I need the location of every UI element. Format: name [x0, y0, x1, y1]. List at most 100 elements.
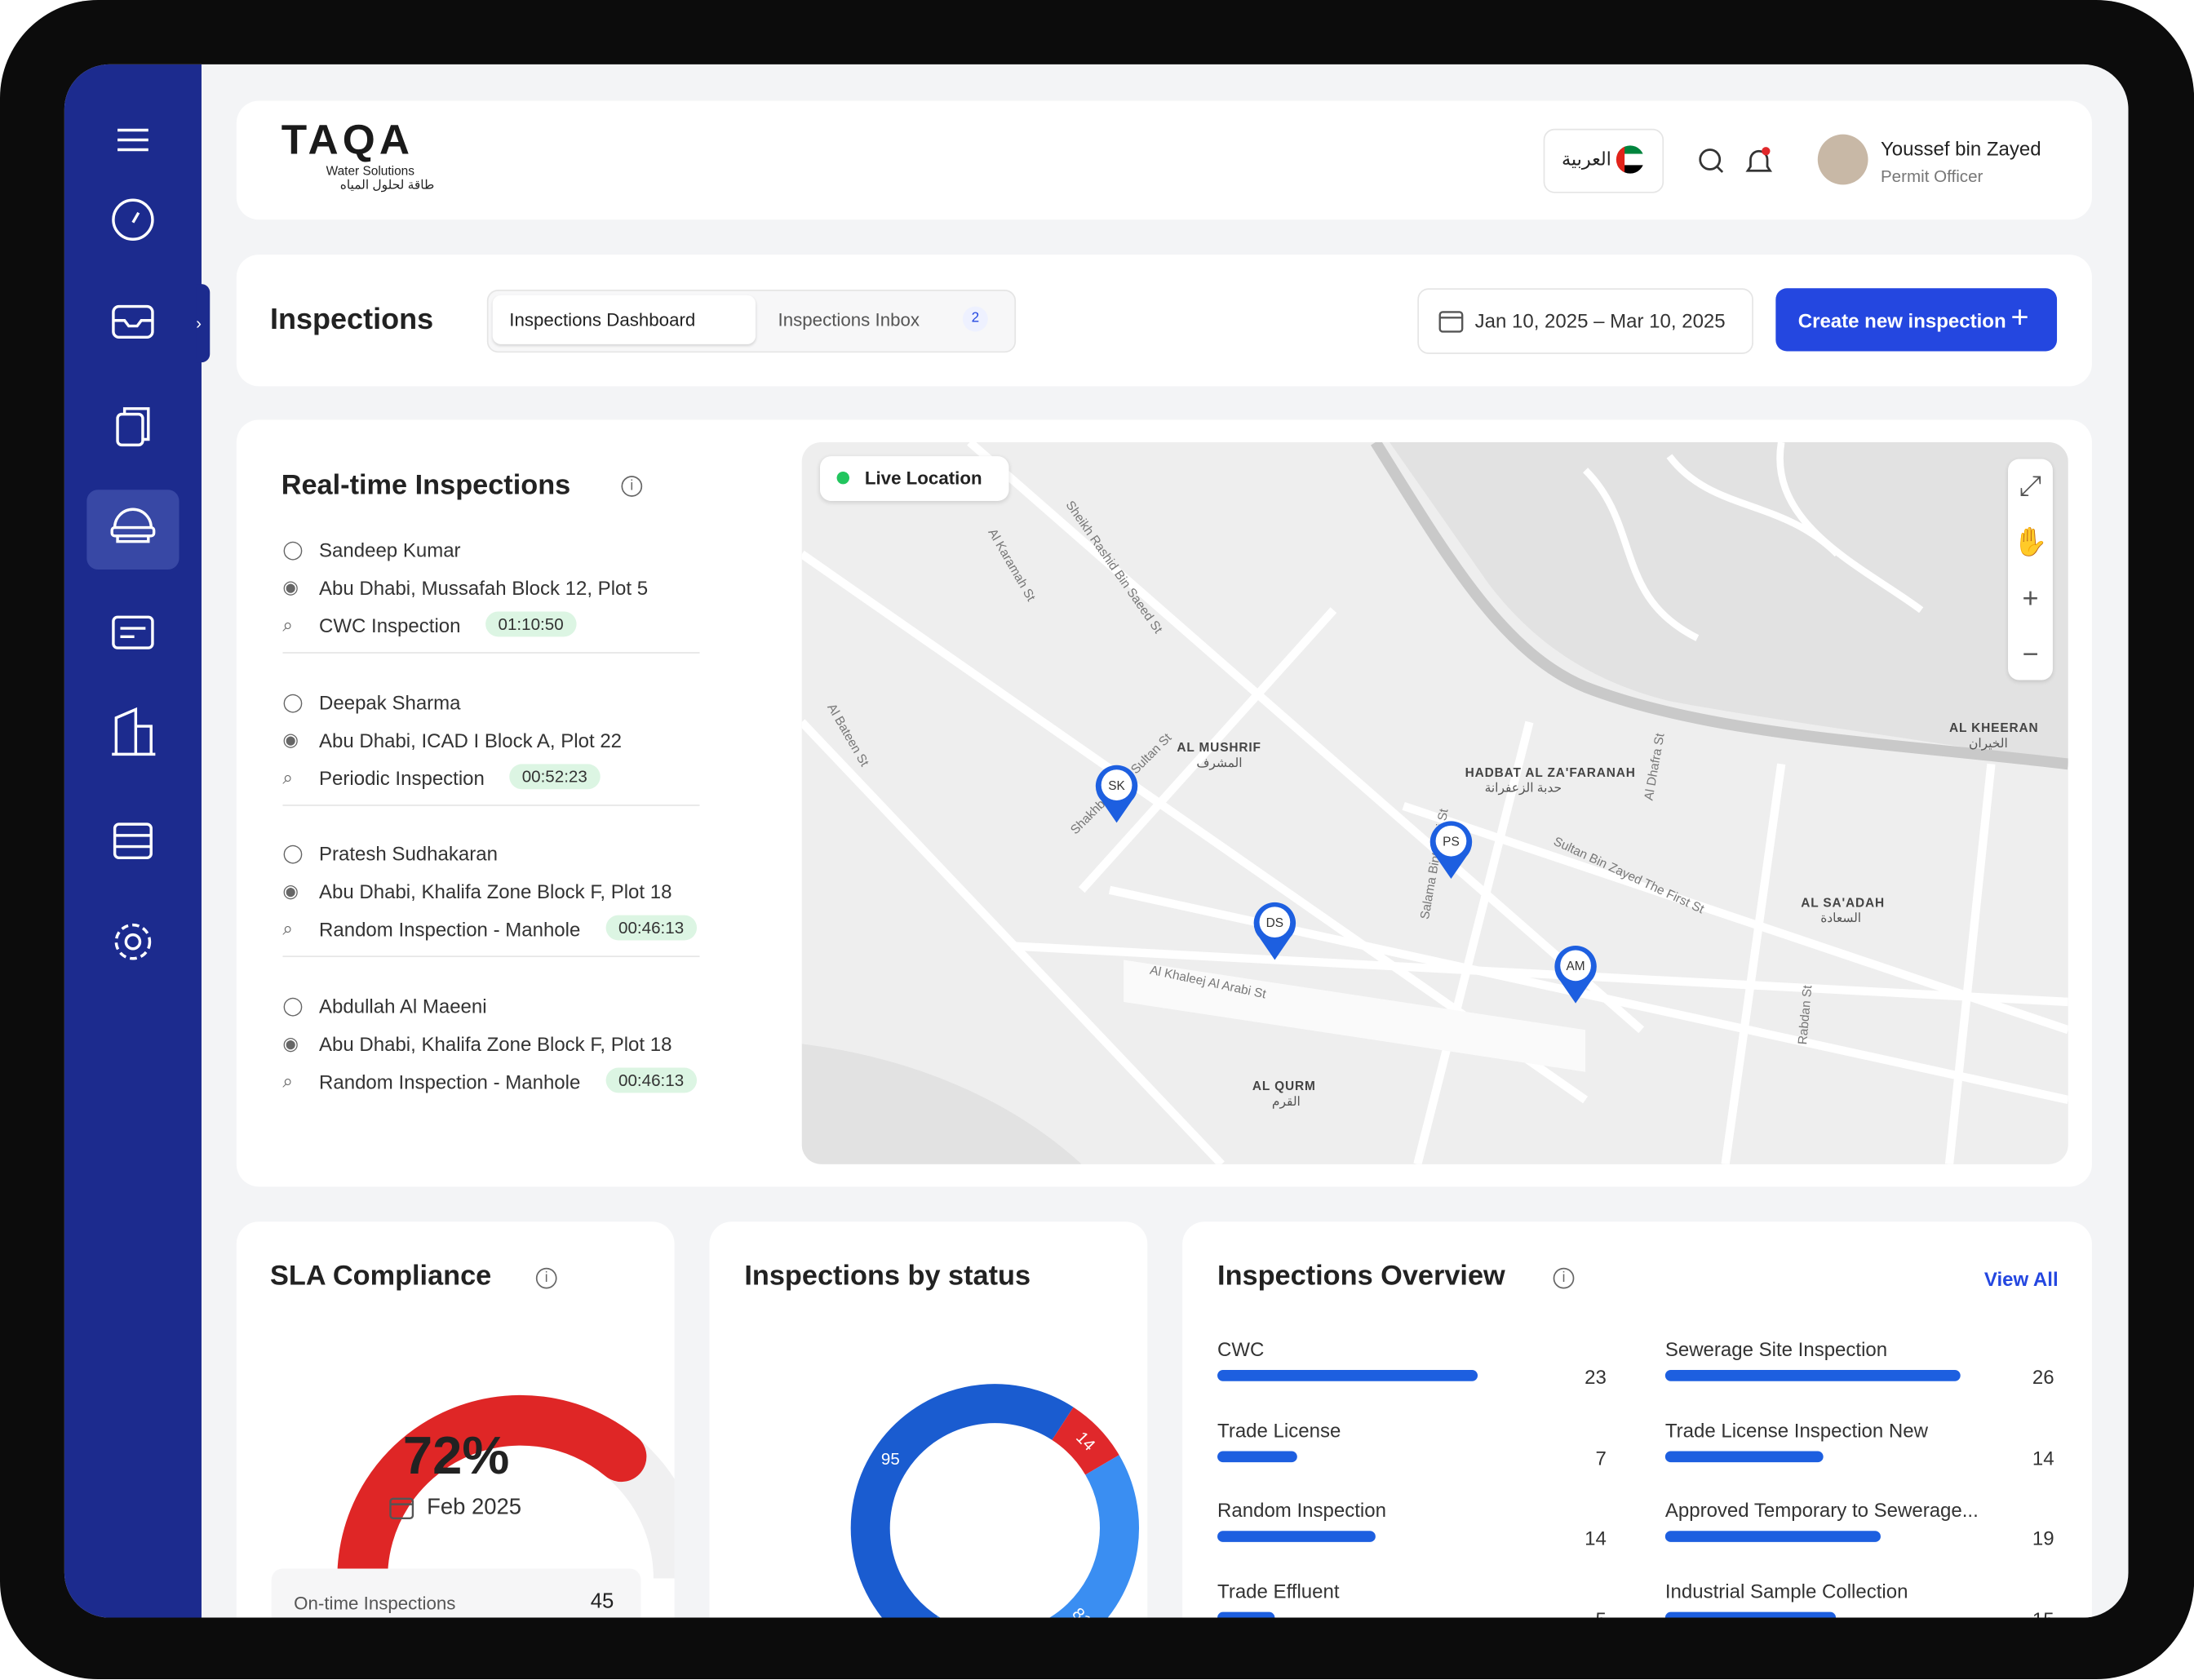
- pin-inner: [1101, 769, 1132, 800]
- logo: TAQA: [281, 117, 414, 164]
- donut-label: 95: [881, 1450, 900, 1469]
- page-title: Inspections: [269, 304, 434, 336]
- logo-subtitle: Water Solutions: [326, 163, 414, 178]
- district-label: AL KHEERAN: [1948, 720, 2039, 735]
- tab-label[interactable]: Inspections Inbox: [778, 309, 920, 330]
- divider: [282, 652, 700, 654]
- menu-icon[interactable]: [117, 128, 148, 152]
- pan-button[interactable]: ✋: [2013, 527, 2048, 559]
- sidebar-active: [86, 490, 180, 570]
- timer-badge: 00:52:23: [509, 763, 601, 789]
- user-role: Permit Officer: [1880, 166, 1983, 187]
- zoom-out-button[interactable]: −: [2022, 639, 2039, 671]
- map-controls: ⤢ ✋ + −: [2008, 459, 2053, 680]
- waterfront: [1124, 960, 1586, 1072]
- overview-value: 7: [1595, 1446, 1607, 1469]
- location: Abu Dhabi, ICAD I Block A, Plot 22: [319, 728, 623, 751]
- tab-badge: 2: [962, 306, 988, 332]
- roads: [801, 441, 2068, 1164]
- location: Abu Dhabi, Khalifa Zone Block F, Plot 18: [319, 880, 672, 903]
- screen: › TAQA Water Solutions طاقة لحلول المياه…: [64, 64, 2129, 1618]
- overview-bar: [1664, 1531, 1881, 1542]
- inspector-icon: ◯: [282, 842, 304, 864]
- plus-icon: +: [2010, 299, 2029, 335]
- header-icons[interactable]: [1695, 144, 1779, 178]
- district-label: HADBAT AL ZA'FARANAH: [1465, 765, 1636, 780]
- overview-value: 19: [2032, 1527, 2054, 1549]
- buildings-icon[interactable]: [112, 707, 156, 756]
- inspector-pin[interactable]: DS: [1251, 898, 1298, 963]
- sla-title: SLA Compliance: [269, 1261, 492, 1292]
- view-all-link[interactable]: View All: [1983, 1267, 2059, 1291]
- inspector-icon: ◯: [282, 690, 304, 712]
- district-arabic: الخيران: [1969, 736, 2008, 751]
- donut-segment: [1051, 1407, 1119, 1476]
- sla-period: Feb 2025: [427, 1496, 522, 1520]
- zoom-in-button[interactable]: +: [2022, 583, 2039, 614]
- create-button[interactable]: [1775, 288, 2058, 352]
- fullscreen-button[interactable]: ⤢: [2019, 471, 2042, 503]
- type-icon: ⌕: [282, 1070, 293, 1092]
- water: [1389, 441, 2068, 765]
- channels: [1583, 441, 1924, 641]
- inbox-icon[interactable]: [112, 304, 154, 339]
- inspector: Pratesh Sudhakaran: [319, 842, 498, 866]
- overview-name: Trade Effluent: [1217, 1579, 1340, 1602]
- pin-label: AM: [1567, 960, 1585, 973]
- district-label: AL MUSHRIF: [1177, 740, 1261, 755]
- calendar-icon: [389, 1497, 414, 1519]
- district-arabic: حدبة الزعفرانة: [1484, 780, 1562, 796]
- dashboard-icon[interactable]: [112, 198, 154, 241]
- donut-segment: [936, 1455, 1140, 1618]
- date-picker[interactable]: [1417, 288, 1753, 354]
- inspector-pin[interactable]: SK: [1093, 761, 1140, 826]
- district-arabic: القرم: [1271, 1094, 1301, 1109]
- overview-value: 5: [1570, 1607, 1606, 1618]
- overview-name: Random Inspection: [1217, 1498, 1386, 1522]
- ontime-value: 45: [590, 1589, 614, 1614]
- location-icon: ◉: [282, 576, 299, 598]
- inspection-icon[interactable]: [110, 508, 156, 543]
- location: Abu Dhabi, Mussafah Block 12, Plot 5: [319, 576, 649, 600]
- gauge-value: [337, 1394, 647, 1604]
- documents-icon[interactable]: [116, 407, 150, 447]
- pin-label: PS: [1443, 836, 1460, 849]
- inspector-pin[interactable]: AM: [1552, 942, 1599, 1006]
- overview-value: 15: [2018, 1607, 2054, 1618]
- live-label: Live Location: [864, 467, 982, 489]
- overview-name: Trade License Inspection New: [1664, 1418, 1928, 1441]
- info-icon: i: [1553, 1267, 1575, 1289]
- date-range: Jan 10, 2025 – Mar 10, 2025: [1474, 309, 1726, 332]
- sidebar-icons: [110, 128, 156, 960]
- overview-name: CWC: [1217, 1337, 1265, 1360]
- map-canvas: [801, 441, 2068, 1164]
- tab-active[interactable]: [492, 295, 756, 344]
- forms-icon[interactable]: [112, 615, 154, 649]
- settings-icon[interactable]: [114, 923, 152, 960]
- overview-bar: [1664, 1611, 1836, 1618]
- pin-inner: [1259, 906, 1291, 938]
- overview-value: 26: [2032, 1365, 2054, 1389]
- inspector-pin[interactable]: PS: [1427, 818, 1474, 882]
- sidebar-toggle[interactable]: ›: [196, 284, 211, 363]
- map[interactable]: Live Location ⤢ ✋ + − AL MUSHRIF المشرف HADBA…: [801, 441, 2068, 1164]
- pin-inner: [1435, 825, 1467, 857]
- district-label: AL QURM: [1252, 1079, 1316, 1093]
- live-dot: [836, 471, 850, 485]
- sla-value: 72%: [402, 1427, 510, 1487]
- district-label: AL SA'ADAH: [1801, 895, 1886, 910]
- avatar: [1817, 134, 1868, 185]
- calendar-icon: [1438, 311, 1464, 333]
- type: Random Inspection - Manhole: [319, 918, 581, 941]
- sea: [801, 1044, 1082, 1164]
- uae-flag: [1616, 145, 1645, 174]
- overview-bar: [1217, 1450, 1297, 1462]
- highway: [1371, 441, 2068, 770]
- overview-name: Trade License: [1217, 1418, 1341, 1441]
- timer-badge: 01:10:50: [485, 611, 577, 637]
- overview-card: [1182, 1221, 2092, 1618]
- records-icon[interactable]: [113, 822, 153, 860]
- info-icon: i: [535, 1267, 557, 1289]
- inspector-icon: ◯: [282, 995, 304, 1016]
